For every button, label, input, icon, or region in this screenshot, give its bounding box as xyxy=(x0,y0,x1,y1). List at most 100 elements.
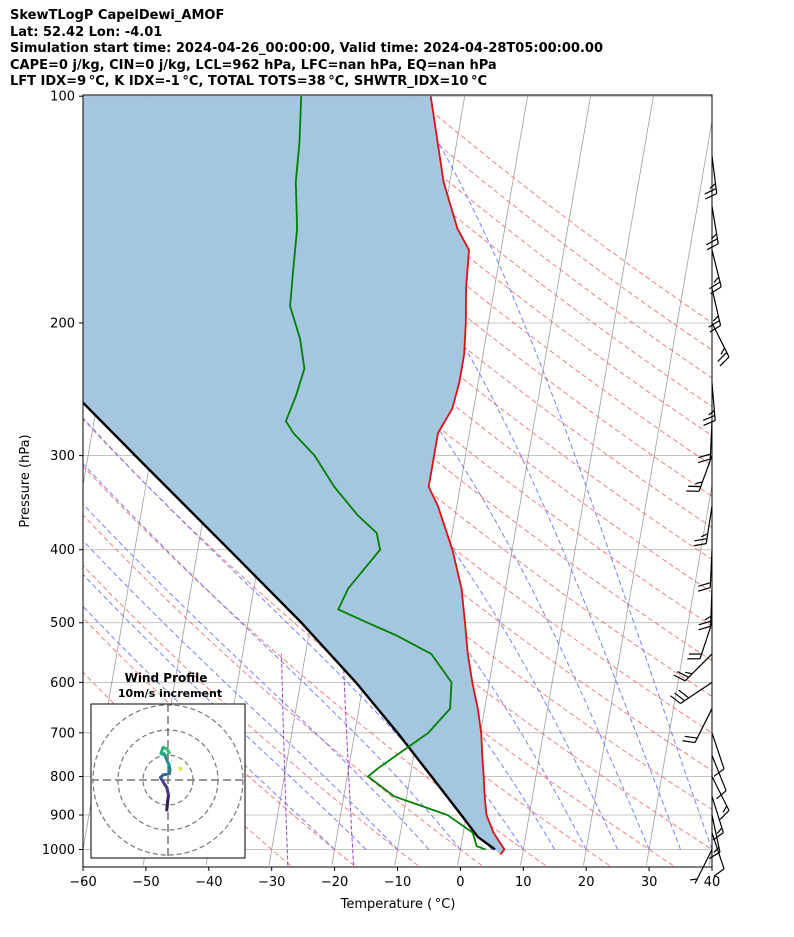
barb-feather xyxy=(698,582,711,587)
mixing-ratio-line xyxy=(342,653,355,866)
y-tick-label: 300 xyxy=(50,449,75,464)
wind-barb xyxy=(708,814,721,860)
moist-adiabat xyxy=(83,137,619,850)
dewpoint-line xyxy=(284,96,486,851)
sounding-profiles xyxy=(83,96,506,855)
barb-feather xyxy=(713,768,725,777)
wind-barb xyxy=(693,505,713,547)
wind-profile-inset: Wind Profile 10m/s increment xyxy=(90,671,246,859)
barb-staff xyxy=(711,155,718,194)
isotherm-line xyxy=(708,847,712,866)
wind-barb xyxy=(690,849,713,884)
barb-feather xyxy=(703,419,716,427)
wind-barb xyxy=(711,755,727,800)
wind-barb xyxy=(711,776,730,820)
barb-feather xyxy=(709,325,721,333)
x-axis-label: Temperature ( °C) xyxy=(340,897,456,912)
isotherm-line xyxy=(520,96,654,866)
x-tick-label: −50 xyxy=(132,875,159,890)
barb-feather xyxy=(716,827,723,834)
wind-barb xyxy=(711,796,724,841)
barb-feather xyxy=(722,805,728,813)
barb-feather xyxy=(674,692,685,702)
y-tick-label: 1000 xyxy=(42,843,75,858)
barb-feather xyxy=(698,453,711,459)
barb-feather xyxy=(709,281,721,290)
barb-feather xyxy=(670,695,681,704)
isotherm-line xyxy=(583,118,712,866)
wind-barb xyxy=(709,249,722,295)
moist-adiabat xyxy=(83,503,430,850)
barb-feather xyxy=(684,735,698,739)
simulation-times: Simulation start time: 2024-04-26_00:00:… xyxy=(10,41,603,56)
dry-adiabat xyxy=(83,286,712,811)
x-tick-label: 40 xyxy=(704,875,721,890)
stability-indices-2: LFT IDX=9 °C, K IDX=-1 °C, TOTAL TOTS=38… xyxy=(10,74,488,89)
parcel-profile-line xyxy=(83,400,496,851)
x-tick-label: −10 xyxy=(384,875,411,890)
dry-adiabat xyxy=(283,95,712,437)
wind-barb xyxy=(698,588,713,631)
x-tick-label: −40 xyxy=(195,875,222,890)
hodograph xyxy=(91,704,245,858)
wind-barb xyxy=(702,382,716,427)
x-tick-label: 0 xyxy=(456,875,464,890)
barb-feather xyxy=(713,868,725,877)
inset-subtitle: 10m/s increment xyxy=(118,687,222,700)
cape-cin-fill xyxy=(83,96,505,855)
y-tick-label: 400 xyxy=(50,543,75,558)
y-tick-label: 700 xyxy=(50,726,75,741)
isotherm-line xyxy=(83,96,88,124)
chart-title: SkewTLogP CapelDewi_AMOF xyxy=(10,8,225,23)
barb-feather xyxy=(719,810,730,820)
barb-feather xyxy=(712,315,719,322)
isotherm-line xyxy=(645,482,712,866)
barb-staff xyxy=(694,849,713,884)
temperature-line xyxy=(427,96,506,855)
barb-feather xyxy=(702,414,715,422)
stability-indices-1: CAPE=0 j/kg, CIN=0 j/kg, LCL=962 hPa, LF… xyxy=(10,57,497,73)
dry-adiabat xyxy=(83,244,712,772)
barb-feather xyxy=(705,193,717,200)
barb-feather xyxy=(712,832,724,841)
barb-feather xyxy=(677,671,689,678)
barb-feather xyxy=(682,740,696,744)
barb-feather xyxy=(678,689,690,699)
barb-feather xyxy=(704,615,712,621)
barb-staff xyxy=(711,249,722,287)
wind-barb xyxy=(711,732,725,777)
barb-feather xyxy=(704,188,717,195)
inset-title: Wind Profile xyxy=(125,671,208,685)
moist-adiabat xyxy=(83,573,367,850)
barb-staff xyxy=(711,288,722,326)
dry-adiabat xyxy=(218,95,712,497)
barb-feather xyxy=(719,356,730,367)
moist-adiabat xyxy=(83,605,335,850)
y-tick-label: 800 xyxy=(50,770,75,785)
barb-feather xyxy=(713,846,720,853)
y-tick-label: 900 xyxy=(50,809,75,824)
barb-staff xyxy=(711,796,724,833)
barb-staff xyxy=(711,322,730,358)
dry-adiabat xyxy=(83,328,712,851)
moist-adiabat xyxy=(410,95,712,850)
barb-staff xyxy=(711,382,716,421)
hodograph-marker xyxy=(178,766,183,771)
barb-feather xyxy=(697,458,711,464)
barb-feather xyxy=(708,320,720,328)
barb-feather xyxy=(693,543,707,547)
barb-feather xyxy=(720,347,726,355)
barb-staff xyxy=(711,732,725,770)
chart-header: SkewTLogP CapelDewi_AMOF Lat: 52.42 Lon:… xyxy=(10,8,603,91)
mixing-ratio-line xyxy=(280,653,289,866)
moist-adiabat xyxy=(83,539,398,850)
y-tick-label: 200 xyxy=(50,316,75,331)
barb-feather xyxy=(695,481,703,485)
x-tick-label: −60 xyxy=(69,875,96,890)
moist-adiabat xyxy=(145,95,650,850)
x-tick-label: −20 xyxy=(321,875,348,890)
dry-adiabat xyxy=(83,204,712,734)
barb-feather xyxy=(709,183,716,189)
barb-feather xyxy=(700,533,708,538)
